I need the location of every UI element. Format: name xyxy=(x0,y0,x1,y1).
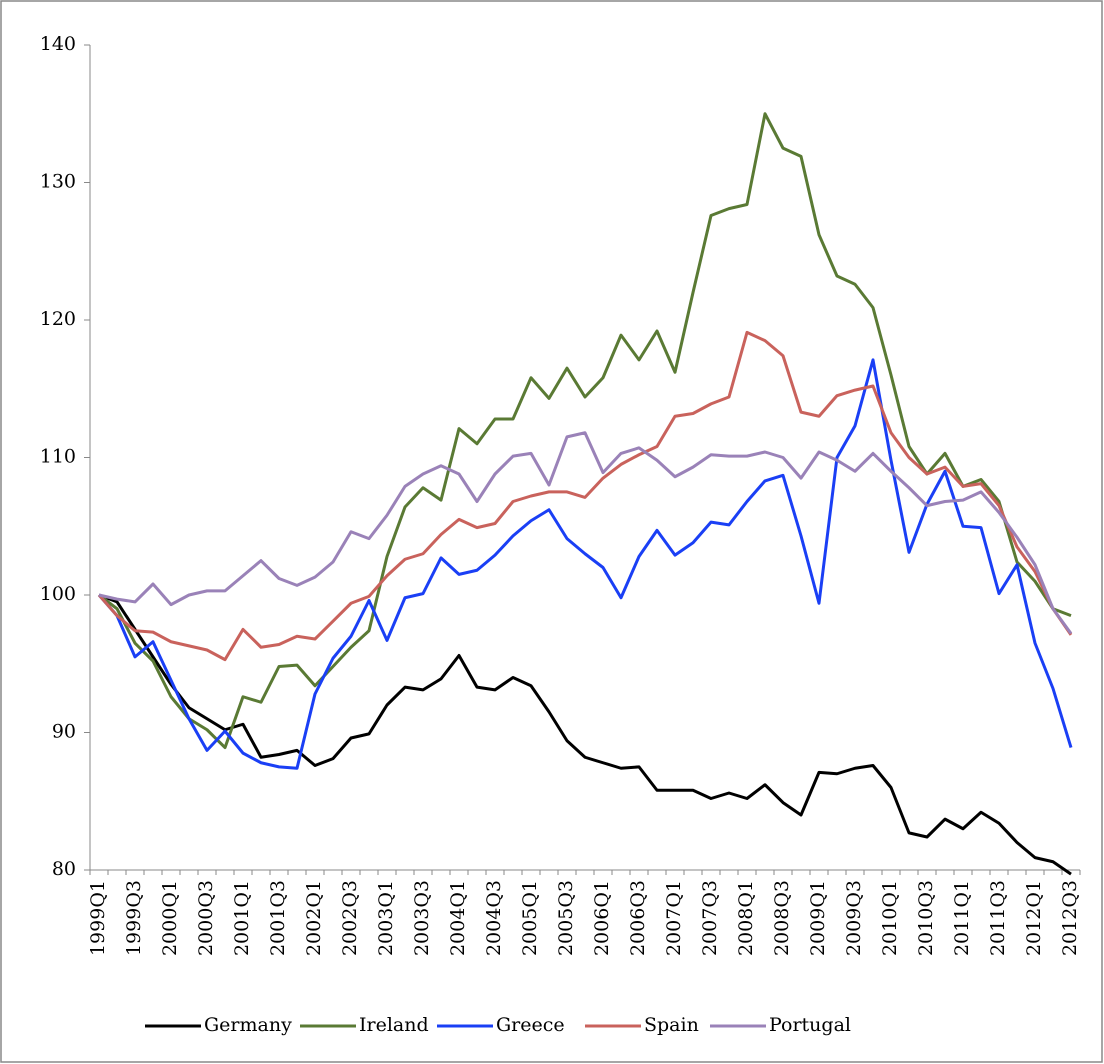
x-tick-label: 2006Q1 xyxy=(591,880,613,956)
x-tick-label: 2007Q1 xyxy=(663,880,685,956)
x-tick-label: 2005Q1 xyxy=(519,880,541,956)
x-tick-label: 2002Q1 xyxy=(303,880,325,956)
y-tick-label: 140 xyxy=(40,33,76,55)
x-tick-label: 1999Q3 xyxy=(123,880,145,956)
x-tick-label: 2000Q1 xyxy=(159,880,181,956)
y-tick-label: 120 xyxy=(40,308,76,330)
y-tick-label: 130 xyxy=(40,171,76,193)
legend-label: Ireland xyxy=(359,1014,429,1036)
x-tick-label: 2001Q1 xyxy=(231,880,253,956)
series-line xyxy=(98,593,1072,876)
x-tick-label: 2007Q3 xyxy=(699,880,721,956)
x-tick-label: 2000Q3 xyxy=(195,880,217,956)
x-tick-label: 2004Q3 xyxy=(483,880,505,956)
x-tick-label: 2010Q3 xyxy=(915,880,937,956)
x-tick-label: 2008Q3 xyxy=(771,880,793,956)
legend-label: Greece xyxy=(496,1014,565,1036)
x-tick-label: 2001Q3 xyxy=(267,880,289,956)
x-tick-label: 1999Q1 xyxy=(87,880,109,956)
x-tick-label: 2012Q3 xyxy=(1059,880,1081,956)
y-tick-label: 80 xyxy=(52,858,76,880)
series-line xyxy=(97,358,1073,770)
y-tick-label: 90 xyxy=(52,721,76,743)
x-tick-label: 2009Q1 xyxy=(807,880,829,956)
x-tick-label: 2002Q3 xyxy=(339,880,361,956)
x-tick-label: 2010Q1 xyxy=(879,880,901,956)
x-tick-label: 2011Q3 xyxy=(987,880,1009,956)
x-tick-label: 2005Q3 xyxy=(555,880,577,956)
x-tick-label: 2008Q1 xyxy=(735,880,757,956)
x-tick-label: 2009Q3 xyxy=(843,880,865,956)
series-line xyxy=(97,330,1073,662)
series-line xyxy=(98,431,1073,635)
x-tick-label: 2006Q3 xyxy=(627,880,649,956)
x-tick-label: 2004Q1 xyxy=(447,880,469,956)
legend-label: Spain xyxy=(644,1014,699,1036)
legend-label: Germany xyxy=(204,1014,292,1036)
series-line xyxy=(98,112,1072,750)
y-tick-label: 110 xyxy=(40,446,76,468)
x-tick-label: 2011Q1 xyxy=(951,880,973,956)
x-tick-label: 2012Q1 xyxy=(1023,880,1045,956)
x-tick-label: 2003Q1 xyxy=(375,880,397,956)
legend-label: Portugal xyxy=(769,1014,851,1036)
x-tick-label: 2003Q3 xyxy=(411,880,433,956)
y-tick-label: 100 xyxy=(40,583,76,605)
